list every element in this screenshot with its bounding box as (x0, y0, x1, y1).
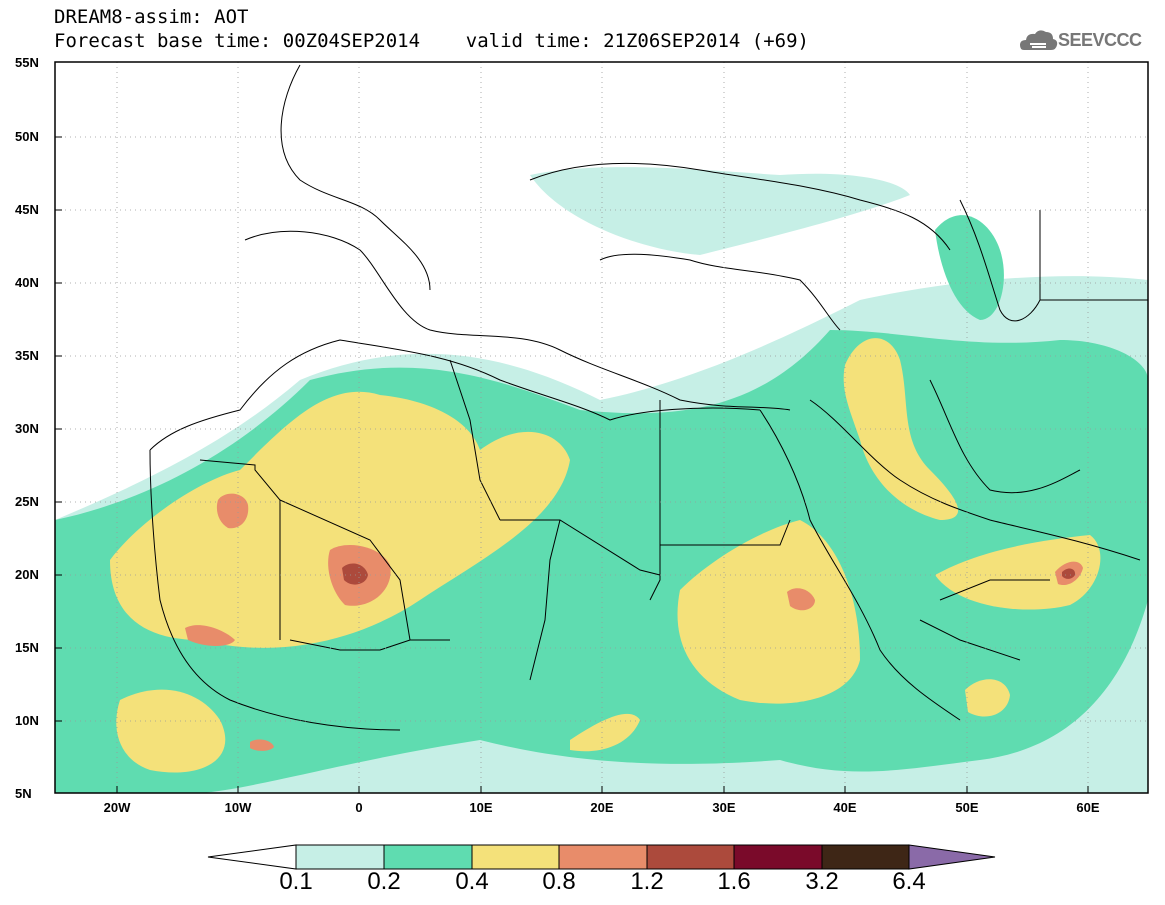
aot-contour-0.4 (677, 520, 860, 704)
lon-tick: 20E (590, 800, 614, 815)
colorbar-label: 6.4 (892, 868, 926, 895)
border (289, 639, 450, 651)
coastline (149, 339, 761, 451)
border (660, 519, 791, 546)
aot-contour-1.2 (342, 563, 368, 585)
forecast-time-line: Forecast base time: 00Z04SEP2014 valid t… (54, 30, 809, 52)
border (500, 519, 661, 576)
coastline (759, 409, 961, 721)
lon-tick: 0 (355, 800, 363, 815)
lat-tick: 5N (15, 786, 32, 801)
aot-contour-0.4 (935, 535, 1101, 610)
aot-contour-0.8 (185, 625, 235, 646)
colorbar-cell (471, 844, 560, 870)
coastline (149, 449, 401, 731)
ticks (55, 61, 1089, 793)
border (649, 400, 661, 601)
aot-contour-0.4 (965, 679, 1010, 717)
aot-contour-0.8 (250, 739, 274, 751)
lon-tick: 30E (712, 800, 736, 815)
colorbar-label: 1.2 (630, 868, 664, 895)
colorbar-cell (821, 844, 910, 870)
aot-contour-0.2 (935, 215, 1004, 320)
coastline (529, 162, 951, 251)
lat-tick: 20N (15, 567, 39, 582)
coastline (280, 64, 431, 291)
coastline (929, 379, 1081, 494)
aot-contour-1.2 (1062, 568, 1076, 579)
coastline (599, 253, 841, 331)
border (449, 359, 501, 521)
colorbar-cell (558, 844, 648, 870)
colorbar-label: 0.8 (542, 868, 576, 895)
lon-tick: 20W (103, 800, 131, 815)
aot-contour-0.4 (110, 391, 570, 648)
coastline (959, 199, 1041, 322)
coastline (244, 230, 791, 411)
colorbar-cell (383, 844, 473, 870)
colorbar-lower-arrow (207, 844, 297, 870)
colorbar-label: 0.4 (455, 868, 489, 895)
border (939, 579, 1050, 601)
lat-tick: 35N (15, 348, 39, 363)
cloud-icon (1020, 30, 1058, 50)
colorbar-label: 0.1 (279, 868, 313, 895)
lon-tick: 50E (955, 800, 979, 815)
lon-tick: 60E (1076, 800, 1100, 815)
border (279, 499, 411, 641)
coastline (809, 399, 1141, 561)
aot-contour-0.8 (787, 588, 815, 611)
colorbar-cell (295, 844, 385, 870)
lat-tick: 15N (15, 640, 39, 655)
lat-tick: 45N (15, 202, 39, 217)
lat-tick: 40N (15, 275, 39, 290)
lat-tick: 30N (15, 421, 39, 436)
lat-tick: 55N (15, 55, 39, 70)
lon-tick: 10W (224, 800, 252, 815)
aot-contour-0.4 (570, 713, 640, 752)
lon-tick: 40E (833, 800, 857, 815)
border (919, 619, 1021, 661)
border (199, 459, 281, 640)
colorbar-label: 0.2 (367, 868, 401, 895)
lon-tick: 10E (469, 800, 493, 815)
lat-tick: 50N (15, 129, 39, 144)
map-title: DREAM8-assim: AOT (54, 6, 249, 28)
colorbar-label: 1.6 (717, 868, 751, 895)
colorbar-cell (646, 844, 735, 870)
border (1039, 210, 1148, 301)
graticule (55, 62, 1148, 793)
colorbar-upper-arrow (908, 844, 996, 870)
colorbar-label: 3.2 (805, 868, 839, 895)
colorbar (207, 844, 996, 870)
lat-tick: 25N (15, 494, 39, 509)
aot-contour-0.4 (116, 689, 226, 773)
border (529, 519, 561, 681)
colorbar-cell (733, 844, 823, 870)
lat-tick: 10N (15, 713, 39, 728)
seevccc-logo: SEEVCCC (1058, 30, 1142, 50)
